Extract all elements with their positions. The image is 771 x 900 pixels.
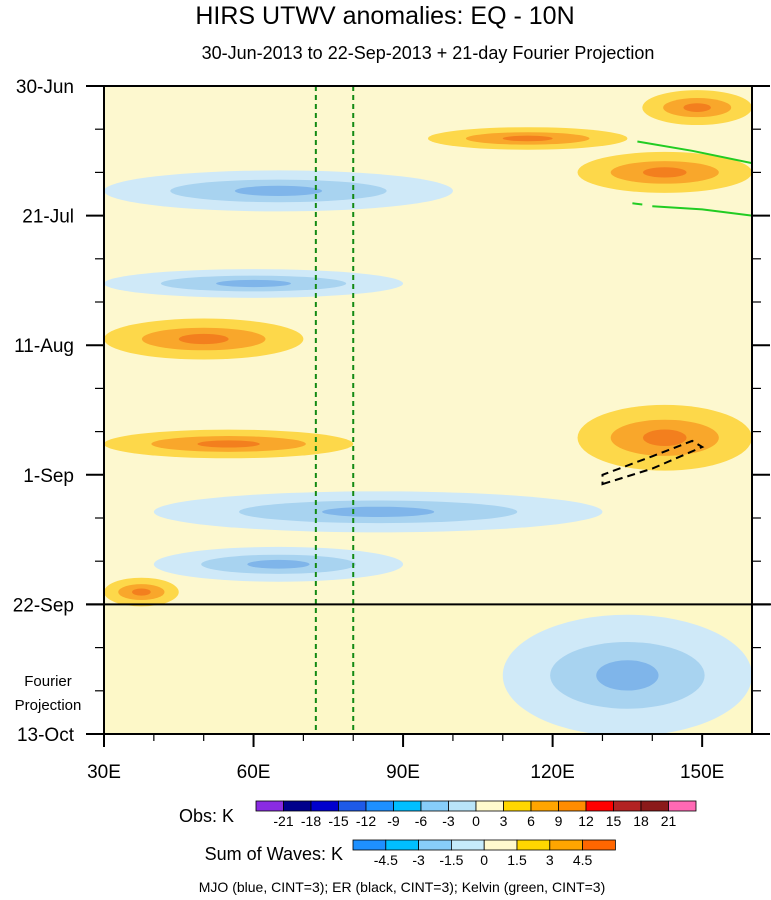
obs-colorbar-level-13: 18: [633, 813, 649, 829]
contour-er-0: [601, 439, 705, 486]
chart-subtitle: 30-Jun-2013 to 22-Sep-2013 + 21-day Four…: [202, 43, 655, 63]
x-tick-label-2: 90E: [386, 762, 420, 783]
anomaly-peak-6: [642, 429, 687, 446]
waves-colorbar-swatch-6: [549, 839, 583, 851]
plot-border: [103, 85, 753, 735]
obs-colorbar-swatch-0: [255, 800, 284, 812]
waves-colorbar-level-2: -1.5: [439, 852, 463, 868]
contour-kelvin-1: [637, 140, 752, 165]
waves-colorbar-level-3: 0: [480, 852, 488, 868]
y-tick-label-4: 22-Sep: [13, 595, 74, 616]
obs-colorbar-swatch-9: [503, 800, 532, 812]
obs-colorbar-level-1: -18: [301, 813, 321, 829]
waves-colorbar-label: Sum of Waves: K: [205, 844, 343, 864]
obs-colorbar-swatch-10: [530, 800, 559, 812]
x-tick-label-0: 30E: [87, 762, 121, 783]
obs-colorbar-level-0: -21: [273, 813, 293, 829]
obs-colorbar: -21 -18 -15 -12 -9 -6 -3 0 3 6 9 12 15 18 21: [255, 800, 697, 829]
anomaly-peak-4: [216, 279, 291, 288]
obs-colorbar-swatch-14: [640, 800, 669, 812]
x-tick-label-1: 60E: [237, 762, 271, 783]
plot-frame: [103, 85, 753, 735]
anomaly-peak-10: [132, 588, 151, 596]
reference-lines: [86, 86, 771, 734]
obs-colorbar-level-12: 15: [606, 813, 622, 829]
obs-colorbar-level-2: -15: [328, 813, 348, 829]
obs-colorbar-level-11: 12: [578, 813, 594, 829]
anomaly-peak-9: [247, 559, 310, 569]
anomaly-peak-0: [683, 103, 711, 112]
obs-colorbar-swatch-13: [613, 800, 642, 812]
waves-colorbar-swatch-2: [418, 839, 452, 851]
contours-note: MJO (blue, CINT=3); ER (black, CINT=3); …: [199, 879, 606, 895]
contour-kelvin-3: [632, 202, 643, 206]
y-tick-label-2: 11-Aug: [14, 336, 74, 357]
obs-colorbar-swatch-15: [668, 800, 697, 812]
waves-colorbar: -4.5 -3 -1.5 0 1.5 3 4.5: [352, 839, 616, 868]
anomaly-peak-2: [642, 167, 687, 178]
anomaly-peak-3: [234, 185, 323, 197]
waves-colorbar-swatch-3: [450, 839, 485, 851]
waves-colorbar-swatch-4: [483, 839, 518, 851]
anomaly-peak-11: [596, 660, 659, 691]
obs-colorbar-level-9: 6: [527, 813, 535, 829]
y-tick-label-5: 13-Oct: [17, 725, 75, 746]
obs-colorbar-level-7: 0: [472, 813, 480, 829]
x-tick-label-3: 120E: [530, 762, 574, 783]
obs-colorbar-level-5: -6: [415, 813, 428, 829]
anomaly-peak-7: [197, 440, 260, 448]
projection-label-line2: Projection: [15, 697, 82, 714]
projection-label-line1: Fourier: [24, 673, 72, 690]
obs-colorbar-level-14: 21: [661, 813, 677, 829]
anomaly-peak-5: [178, 333, 229, 345]
obs-colorbar-level-8: 3: [500, 813, 508, 829]
waves-colorbar-level-6: 4.5: [573, 852, 593, 868]
obs-colorbar-level-6: -3: [442, 813, 455, 829]
y-tick-label-3: 1-Sep: [23, 466, 74, 487]
anomaly-peak-8: [322, 506, 435, 517]
waves-colorbar-level-0: -4.5: [374, 852, 398, 868]
obs-colorbar-swatch-1: [283, 800, 312, 812]
y-tick-label-1: 21-Jul: [22, 207, 74, 228]
obs-colorbar-swatch-2: [310, 800, 339, 812]
obs-colorbar-swatch-4: [365, 800, 394, 812]
waves-colorbar-swatch-1: [385, 839, 419, 851]
obs-colorbar-swatch-12: [585, 800, 614, 812]
obs-colorbar-swatch-11: [558, 800, 587, 812]
obs-colorbar-swatch-5: [393, 800, 422, 812]
obs-colorbar-swatch-3: [338, 800, 367, 812]
chart-title: HIRS UTWV anomalies: EQ - 10N: [195, 2, 574, 30]
obs-colorbar-swatch-7: [448, 800, 477, 812]
axes: 30-Jun 21-Jul 11-Aug 1-Sep 22-Sep 13-Oct 30E 60…: [13, 77, 770, 783]
obs-colorbar-level-4: -9: [387, 813, 400, 829]
waves-colorbar-level-4: 1.5: [507, 852, 527, 868]
waves-colorbar-swatch-7: [582, 839, 616, 851]
x-tick-label-4: 150E: [680, 762, 724, 783]
contour-kelvin-2: [652, 205, 752, 217]
waves-colorbar-level-1: -3: [412, 852, 425, 868]
obs-colorbar-level-3: -12: [356, 813, 376, 829]
anomaly-field: [104, 90, 752, 734]
obs-colorbar-label: Obs: K: [179, 806, 234, 826]
waves-colorbar-level-5: 3: [546, 852, 554, 868]
y-tick-label-0: 30-Jun: [16, 77, 74, 98]
wave-contours: [601, 140, 752, 486]
obs-colorbar-swatch-8: [475, 800, 504, 812]
anomaly-peak-1: [502, 135, 553, 142]
waves-colorbar-swatch-5: [516, 839, 551, 851]
obs-colorbar-level-10: 9: [555, 813, 563, 829]
waves-colorbar-swatch-0: [352, 839, 387, 851]
obs-colorbar-swatch-6: [420, 800, 449, 812]
